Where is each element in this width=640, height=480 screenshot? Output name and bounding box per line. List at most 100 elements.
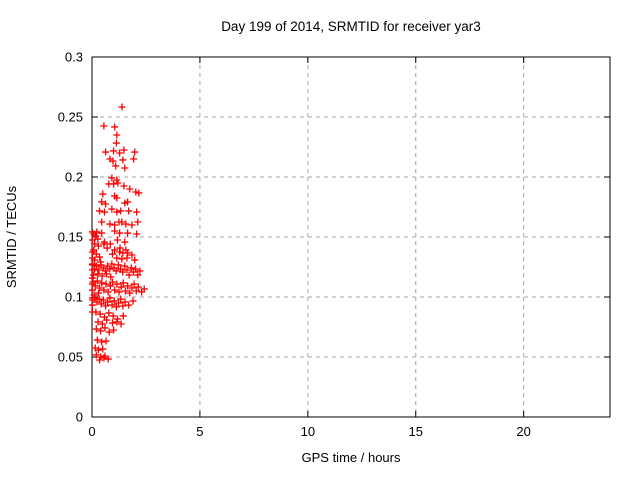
data-point-marker — [98, 272, 106, 280]
y-tick-label: 0.25 — [58, 110, 83, 125]
data-point-marker — [102, 337, 110, 345]
data-point-marker — [98, 198, 106, 206]
data-point-marker — [117, 320, 125, 328]
data-point-marker — [113, 280, 121, 288]
data-point-marker — [121, 287, 129, 295]
data-point-marker — [96, 356, 104, 364]
data-point-marker — [130, 155, 138, 163]
data-point-marker — [106, 240, 114, 248]
data-point-marker — [102, 280, 110, 288]
data-point-marker — [88, 294, 96, 302]
data-point-marker — [92, 325, 100, 333]
data-point-marker — [117, 295, 125, 303]
data-point-marker — [103, 244, 111, 252]
data-point-marker — [109, 312, 117, 320]
data-point-marker — [98, 218, 106, 226]
data-point-marker — [102, 302, 110, 310]
data-point-marker — [140, 285, 148, 293]
data-point-marker — [112, 303, 120, 311]
data-point-marker — [102, 200, 110, 208]
data-point-marker — [106, 220, 114, 228]
data-points — [88, 103, 148, 364]
y-tick-label: 0 — [76, 410, 83, 425]
data-point-marker — [122, 246, 130, 254]
data-point-marker — [121, 298, 129, 306]
x-tick-label: 5 — [196, 424, 203, 439]
data-point-marker — [96, 284, 104, 292]
data-point-marker — [117, 207, 125, 215]
data-point-marker — [95, 266, 103, 274]
data-point-marker — [117, 283, 125, 291]
data-point-marker — [97, 300, 105, 308]
data-point-marker — [109, 278, 117, 286]
data-point-marker — [115, 299, 123, 307]
data-point-marker — [91, 240, 99, 248]
data-point-marker — [100, 286, 108, 294]
data-point-marker — [103, 316, 111, 324]
y-tick-label: 0.15 — [58, 230, 83, 245]
data-point-marker — [113, 176, 121, 184]
data-point-marker — [101, 208, 109, 216]
y-axis-label: SRMTID / TECUs — [4, 185, 19, 288]
data-point-marker — [125, 207, 133, 215]
data-point-marker — [104, 288, 112, 296]
data-point-marker — [111, 286, 119, 294]
data-point-marker — [110, 147, 118, 155]
data-point-marker — [99, 296, 107, 304]
data-point-marker — [110, 326, 118, 334]
data-point-marker — [112, 162, 120, 170]
data-point-marker — [101, 267, 109, 275]
x-tick-label: 10 — [301, 424, 315, 439]
data-point-marker — [88, 228, 96, 236]
data-point-marker — [95, 295, 103, 303]
data-point-marker — [88, 254, 96, 262]
data-point-marker — [134, 218, 142, 226]
data-point-marker — [92, 232, 100, 240]
x-axis-label: GPS time / hours — [302, 450, 401, 465]
data-point-marker — [88, 308, 96, 316]
data-point-marker — [126, 185, 134, 193]
data-point-marker — [98, 338, 106, 346]
data-point-marker — [110, 180, 118, 188]
data-point-marker — [92, 250, 100, 258]
data-point-marker — [132, 188, 140, 196]
data-point-marker — [101, 324, 109, 332]
data-point-marker — [105, 309, 113, 317]
data-point-marker — [105, 328, 113, 336]
data-point-marker — [132, 265, 140, 273]
data-point-marker — [121, 262, 129, 270]
data-point-marker — [128, 221, 136, 229]
data-point-marker — [116, 149, 124, 157]
data-point-marker — [94, 270, 102, 278]
data-point-marker — [88, 248, 96, 256]
data-point-marker — [104, 355, 112, 363]
data-point-marker — [99, 190, 107, 198]
data-point-marker — [93, 336, 101, 344]
data-point-marker — [130, 280, 138, 288]
data-point-marker — [88, 280, 96, 288]
data-point-marker — [94, 289, 102, 297]
data-point-marker — [124, 229, 132, 237]
data-point-marker — [109, 157, 117, 165]
data-point-marker — [133, 230, 141, 238]
data-point-marker — [88, 286, 96, 294]
chart-title: Day 199 of 2014, SRMTID for receiver yar… — [221, 19, 481, 34]
data-point-marker — [121, 238, 129, 246]
data-point-marker — [97, 327, 105, 335]
data-point-marker — [131, 256, 139, 264]
data-point-marker — [120, 182, 128, 190]
data-point-marker — [125, 301, 133, 309]
data-point-marker — [96, 207, 104, 215]
data-point-marker — [108, 174, 116, 182]
data-point-marker — [100, 122, 108, 130]
data-point-marker — [122, 220, 130, 228]
data-point-marker — [126, 289, 134, 297]
data-point-marker — [119, 268, 127, 276]
y-tick-label: 0.2 — [65, 170, 83, 185]
data-point-marker — [113, 318, 121, 326]
data-point-marker — [113, 254, 121, 262]
data-point-marker — [120, 146, 128, 154]
data-point-marker — [119, 302, 127, 310]
data-point-marker — [133, 208, 141, 216]
